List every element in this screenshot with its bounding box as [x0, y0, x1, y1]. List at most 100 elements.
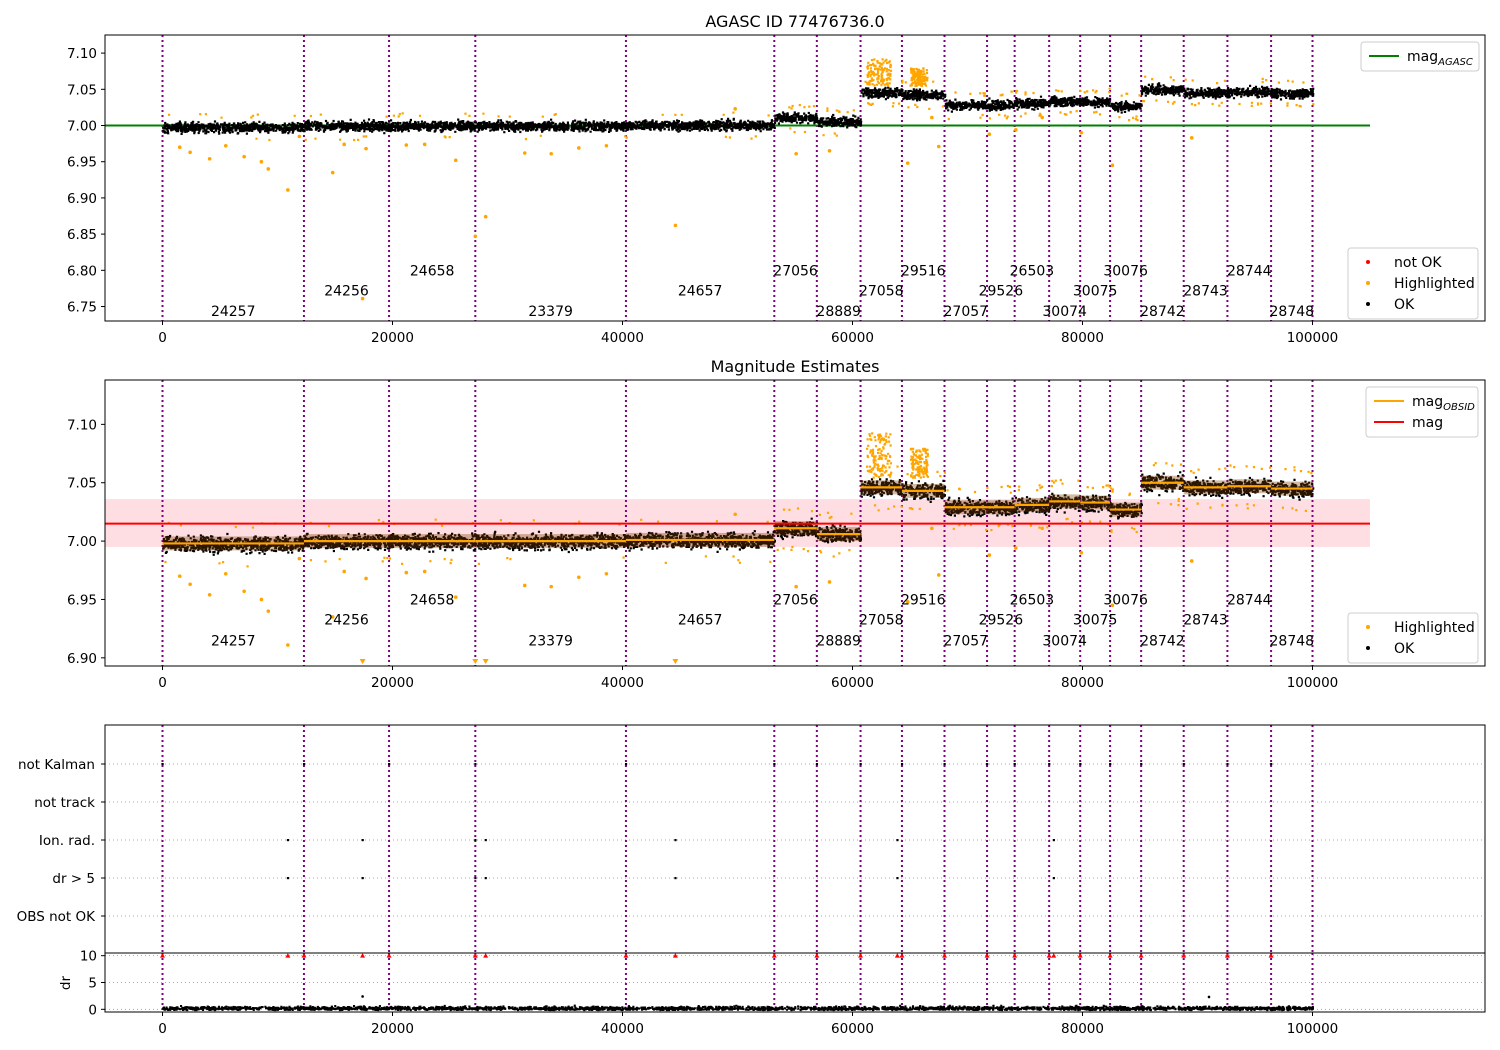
dr-clipped-marker: [1181, 953, 1187, 958]
highlighted-outlier: [1189, 559, 1194, 563]
flag-row-label: OBS not OK: [17, 909, 97, 925]
legend-label-main: OK: [1394, 297, 1415, 313]
agasc-panel-title: AGASC ID 77476736.0: [705, 12, 884, 31]
dr-clipped-marker: [301, 953, 307, 958]
highlighted-outlier: [930, 526, 934, 531]
y-tick-label: 6.95: [67, 155, 97, 171]
highlighted-outlier: [483, 214, 488, 219]
y-tick-label: 6.90: [67, 191, 97, 207]
highlighted-outlier: [1079, 550, 1084, 555]
y-tick-label: 7.00: [67, 119, 97, 135]
flag-point: [361, 877, 364, 880]
obsid-label: 27058: [859, 612, 904, 628]
off-scale-marker: [359, 659, 366, 664]
obsid-label: 30075: [1073, 612, 1118, 628]
agasc-obsid-labels: 24257 24256 24658 23379 24657 27056 28889 27058…: [211, 263, 1314, 320]
legend-label: magOBSID: [1412, 394, 1475, 413]
flag-point: [484, 877, 487, 880]
plot-area: [105, 35, 1485, 321]
flag-point: [900, 763, 904, 766]
legend-label: OK: [1394, 297, 1415, 313]
dr-clipped-marker: [1268, 953, 1274, 958]
flag-point: [1013, 763, 1016, 766]
obsid-label: 26503: [1010, 592, 1055, 608]
flag-point: [286, 839, 290, 842]
dr-axis-label: dr: [58, 975, 74, 990]
agasc-plot-background: [105, 35, 1485, 321]
obsid-label: 30074: [1042, 633, 1087, 649]
flag-point: [1048, 763, 1051, 766]
obsid-label: 29526: [979, 284, 1024, 300]
highlighted-outlier: [1079, 130, 1084, 135]
x-tick-label: 0: [158, 330, 167, 346]
x-tick-label: 60000: [831, 675, 874, 691]
y-tick-label: 6.90: [67, 651, 97, 667]
highlighted-outlier: [1110, 603, 1115, 608]
dr-clipped-marker: [472, 953, 478, 958]
flag-point: [302, 763, 306, 766]
flag-point: [896, 877, 899, 880]
highlighted-outlier: [733, 107, 737, 111]
flag-row-label: not Kalman: [18, 757, 95, 773]
highlighted-outlier: [522, 151, 527, 155]
obsid-label: 28889: [816, 304, 861, 320]
flag-point: [474, 763, 477, 766]
flags-points: [161, 763, 1273, 880]
flag-point: [986, 763, 989, 766]
highlighted-outlier: [342, 142, 347, 147]
estimates-panel-title: Magnitude Estimates: [711, 357, 880, 376]
obsid-label: 28744: [1227, 592, 1272, 608]
highlighted-outlier: [207, 157, 212, 161]
dr-clipped-marker: [858, 953, 864, 958]
highlighted-outlier: [604, 143, 609, 148]
estimates-axes: 0 20000 40000 60000 80000 100000 6.90 6.95 7.00 7…: [67, 379, 1486, 691]
y-tick-label: 7.10: [67, 46, 97, 62]
dr-clipped-marker: [160, 953, 165, 958]
off-scale-marker: [482, 659, 489, 664]
highlighted-outlier: [364, 146, 368, 151]
off-scale-marker: [672, 659, 679, 664]
legend-dot-swatch: [1366, 625, 1370, 629]
flag-point: [161, 763, 164, 766]
x-tick-label: 40000: [601, 675, 644, 691]
highlighted-outlier: [286, 643, 290, 647]
highlighted-outlier: [453, 158, 458, 163]
dr-clipped-marker: [984, 953, 990, 958]
highlighted-outlier: [259, 159, 264, 164]
flag-row-label: dr > 5: [52, 871, 95, 887]
top-legend-box: [1360, 41, 1480, 72]
highlighted-outlier: [549, 151, 553, 156]
highlighted-outlier: [297, 134, 302, 139]
highlighted-outlier: [177, 145, 182, 150]
highlighted-outlier: [330, 615, 335, 619]
dr-clipped-marker: [1077, 953, 1083, 958]
flag-point: [286, 877, 290, 880]
flag-point: [474, 839, 477, 842]
y-tick-label: 6.95: [67, 592, 97, 608]
axes-frame: [104, 379, 1486, 667]
highlighted-outlier: [207, 592, 212, 597]
highlighted-outlier: [422, 142, 427, 147]
y-tick-label: 6.75: [67, 300, 97, 316]
highlighted-outlier: [827, 149, 832, 153]
highlighted-outlier: [794, 584, 798, 589]
highlighted-outlier: [223, 143, 228, 148]
obsid-label: 28748: [1270, 633, 1315, 649]
obsid-label: 29516: [901, 263, 946, 279]
highlighted-outlier: [242, 154, 246, 159]
obsid-label: 29516: [901, 592, 946, 608]
highlighted-outlier: [905, 599, 910, 604]
highlighted-outlier: [188, 150, 192, 155]
x-tick-label: 0: [158, 675, 167, 691]
highlighted-outlier: [422, 569, 427, 574]
obsid-label: 24256: [324, 612, 369, 628]
x-tick-label: 20000: [371, 1021, 414, 1037]
dr-clipped-marker: [942, 953, 947, 958]
top-legend-box: [1365, 386, 1479, 438]
dr-clipped-marker: [771, 953, 777, 958]
flag-point: [859, 763, 862, 766]
highlighted-outlier: [330, 170, 335, 175]
flag-point: [1079, 763, 1082, 766]
highlighted-outlier: [1014, 546, 1018, 550]
